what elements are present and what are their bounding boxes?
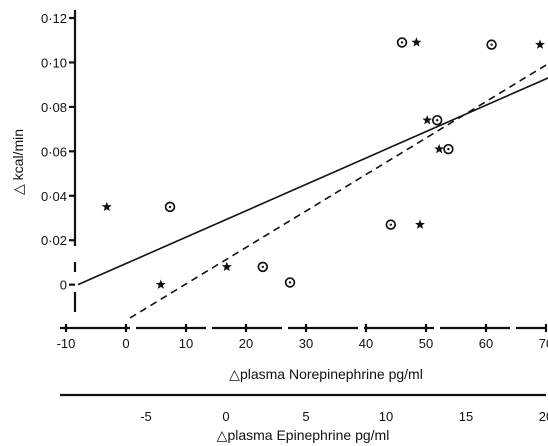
x2-axis-label: △plasma Epinephrine pg/ml [217, 427, 390, 443]
epinephrine-fit-line [129, 62, 548, 319]
x2-tick-label: 20 [539, 409, 548, 424]
y-tick-label: 0 [60, 278, 67, 293]
x-tick-label: 0 [122, 336, 129, 351]
circle-marker-ring [385, 219, 397, 230]
circle-marker-ring [164, 201, 176, 213]
circle-marker-dot [490, 43, 493, 46]
x2-tick-label: 10 [379, 409, 393, 424]
star-marker [434, 143, 445, 154]
circle-marker [257, 261, 269, 273]
markers [101, 37, 545, 289]
x-tick-label: 20 [239, 336, 253, 351]
circle-marker-dot [447, 147, 450, 151]
fit-lines [77, 62, 548, 319]
circle-marker [385, 219, 397, 230]
star-marker [155, 279, 166, 289]
circle-marker [443, 143, 454, 155]
x2-tick-label: 5 [302, 409, 309, 424]
circle-marker-dot [389, 223, 392, 226]
circle-marker [431, 114, 443, 126]
star-marker [101, 201, 112, 212]
x2-tick-label: 0 [222, 409, 229, 424]
circle-marker-ring [396, 37, 408, 48]
labels: △plasma Norepinephrine pg/ml △plasma Epi… [10, 129, 423, 443]
circle-marker [164, 201, 176, 213]
x-tick-label: 60 [479, 336, 493, 351]
star-marker [422, 115, 433, 125]
star-marker [535, 39, 545, 49]
norepinephrine-fit-line [77, 77, 548, 286]
x-tick-label: 70 [539, 336, 548, 351]
x-tick-label: 50 [419, 336, 433, 351]
x-axis-label: △plasma Norepinephrine pg/ml [229, 366, 423, 382]
circle-marker [396, 37, 408, 48]
circle-marker-ring [284, 277, 296, 288]
x2-tick-label: 15 [459, 409, 473, 424]
axes: 00·020·040·060·080·100·12-10 0 10 20 30 40 50 6… [41, 10, 548, 424]
y-tick-label: 0·06 [41, 144, 67, 159]
x-tick-label: 30 [299, 336, 313, 351]
y-tick-label: 0·04 [41, 189, 67, 204]
x2-tick-label: -5 [140, 409, 152, 424]
star-marker [415, 219, 425, 229]
circle-marker-ring [431, 114, 443, 126]
circle-marker-dot [261, 265, 264, 269]
circle-marker-ring [486, 39, 497, 50]
circle-marker-dot [168, 205, 172, 209]
star-marker [411, 37, 422, 47]
x-tick-label: -10 [57, 336, 76, 351]
circle-marker-dot [436, 119, 439, 122]
circle-marker-dot [288, 281, 292, 284]
x-tick-label: 10 [179, 336, 193, 351]
circle-marker [486, 39, 497, 50]
y-tick-label: 0·08 [41, 100, 67, 115]
x-tick-label: 40 [359, 336, 373, 351]
y-tick-label: 0·02 [41, 233, 67, 248]
circle-marker-ring [443, 143, 454, 155]
y-tick-label: 0·12 [41, 11, 67, 26]
circle-marker [284, 277, 296, 288]
circle-marker-dot [400, 41, 404, 44]
circle-marker-ring [257, 261, 269, 273]
y-tick-label: 0·10 [41, 55, 67, 70]
y-axis-label: △ kcal/min [10, 129, 26, 195]
star-marker [221, 261, 232, 272]
